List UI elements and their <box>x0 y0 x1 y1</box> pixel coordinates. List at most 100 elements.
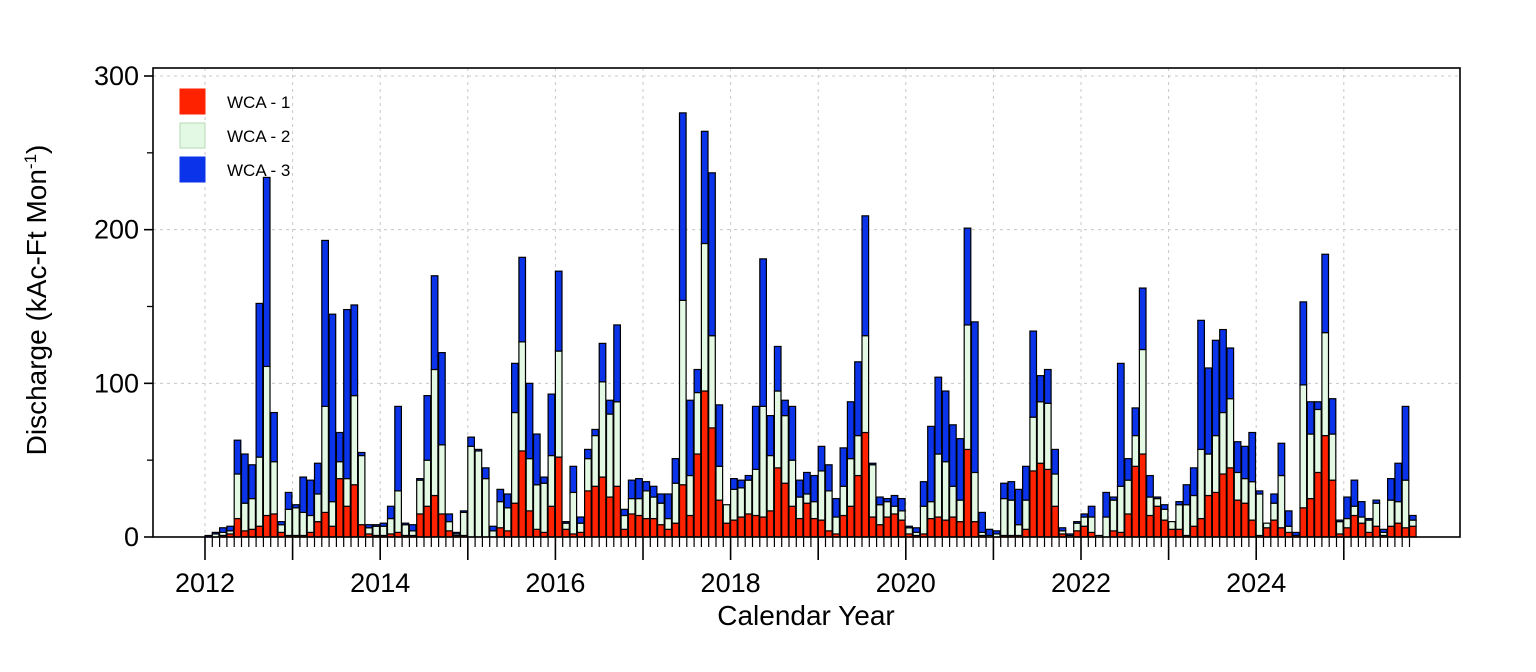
bar-segment-wca-3 <box>394 405 402 492</box>
bar-segment-wca-3 <box>1029 330 1038 418</box>
bar-segment-wca-1 <box>503 530 512 538</box>
bar-segment-wca-3 <box>605 399 614 415</box>
bar-segment-wca-3 <box>372 524 381 527</box>
x-tick-label: 2018 <box>701 568 761 598</box>
bar-segment-wca-3 <box>759 258 767 407</box>
bar-segment-wca-2 <box>1277 474 1286 529</box>
bar-segment-wca-1 <box>897 519 906 538</box>
bar-segment-wca-1 <box>233 517 242 538</box>
bar-segment-wca-3 <box>1270 493 1279 504</box>
bar-segment-wca-3 <box>496 488 505 503</box>
bar-segment-wca-1 <box>240 530 249 538</box>
bar-segment-wca-1 <box>781 482 789 538</box>
bar-segment-wca-3 <box>883 497 892 503</box>
bar-segment-wca-1 <box>496 527 505 538</box>
legend-label: WCA - 1 <box>227 93 290 112</box>
bar-segment-wca-3 <box>890 494 899 507</box>
bar-segment-wca-3 <box>1386 478 1395 501</box>
bar-segment-wca-1 <box>1109 530 1118 538</box>
bar-segment-wca-1 <box>1277 527 1286 538</box>
bar-segment-wca-3 <box>1299 301 1308 386</box>
bar-segment-wca-3 <box>1116 362 1125 487</box>
bar-segment-wca-3 <box>1014 488 1023 526</box>
bar-segment-wca-3 <box>795 479 804 498</box>
bar-segment-wca-2 <box>532 484 541 530</box>
bar-segment-wca-1 <box>788 505 797 538</box>
bar-segment-wca-1 <box>642 517 651 538</box>
y-axis-title-main: Discharge (kAc-Ft Mon <box>21 169 52 455</box>
bar-segment-wca-2 <box>1350 505 1359 517</box>
bar-segment-wca-1 <box>562 528 570 538</box>
bar-segment-wca-2 <box>729 488 738 521</box>
bar-segment-wca-2 <box>1153 497 1162 507</box>
bar-segment-wca-2 <box>722 504 731 524</box>
bar-segment-wca-1 <box>1146 514 1154 538</box>
bar-segment-wca-3 <box>1153 496 1162 500</box>
x-tick-label: 2014 <box>350 568 410 598</box>
bar-segment-wca-1 <box>956 521 965 538</box>
bar-segment-wca-3 <box>1065 533 1074 537</box>
bar-segment-wca-1 <box>649 517 658 538</box>
bar-segment-wca-2 <box>1401 479 1410 529</box>
bar-segment-wca-2 <box>321 405 329 514</box>
bar-segment-wca-2 <box>671 482 680 524</box>
bar-segment-wca-3 <box>678 112 687 301</box>
bar-segment-wca-3 <box>649 485 658 498</box>
bar-segment-wca-3 <box>1379 528 1388 533</box>
bar-segment-wca-3 <box>912 527 921 533</box>
bar-segment-wca-1 <box>708 427 716 538</box>
bar-segment-wca-2 <box>430 368 439 497</box>
bar-segment-wca-1 <box>605 496 614 538</box>
bar-segment-wca-3 <box>963 227 972 326</box>
bar-segment-wca-1 <box>1313 471 1322 538</box>
bar-segment-wca-3 <box>569 465 578 494</box>
bar-segment-wca-2 <box>474 450 483 538</box>
y-axis-title: Discharge (kAc-Ft Mon-1) <box>21 145 52 456</box>
bar-segment-wca-3 <box>1401 405 1410 481</box>
bar-segment-wca-3 <box>481 467 490 480</box>
x-tick-label: 2016 <box>525 568 585 598</box>
bar-segment-wca-1 <box>1248 519 1257 538</box>
bar-segment-wca-3 <box>248 464 257 500</box>
bar-segment-wca-3 <box>591 428 600 437</box>
bar-segment-wca-2 <box>802 493 811 504</box>
bar-segment-wca-1 <box>248 528 257 538</box>
bar-segment-wca-3 <box>810 474 819 503</box>
bar-segment-wca-3 <box>861 215 870 337</box>
bar-segment-wca-3 <box>832 497 840 518</box>
bar-segment-wca-3 <box>1197 319 1206 451</box>
bar-segment-wca-1 <box>868 516 877 538</box>
plot-frame <box>152 67 1461 538</box>
bar-segment-wca-3 <box>306 479 315 517</box>
bar-segment-wca-3 <box>1248 431 1257 483</box>
bar-segment-wca-2 <box>715 465 724 501</box>
bar-segment-wca-2 <box>1000 497 1008 537</box>
x-axis-title: Calendar Year <box>717 600 894 631</box>
bar-segment-wca-1 <box>1233 499 1242 538</box>
bar-segment-wca-3 <box>277 521 286 526</box>
legend-swatch <box>179 88 206 115</box>
bar-segment-wca-1 <box>532 528 541 538</box>
axes: 0 100 200 300 2012 2014 2016 2018 2020 2022 2024 <box>94 61 1411 598</box>
bar-segment-wca-2 <box>905 527 913 535</box>
bar-segment-wca-2 <box>1189 494 1198 527</box>
bar-segment-wca-3 <box>1226 347 1235 400</box>
bar-segment-wca-3 <box>635 478 643 500</box>
bar-segment-wca-2 <box>832 516 840 535</box>
bar-segment-wca-2 <box>591 434 600 487</box>
bar-segment-wca-1 <box>1328 479 1337 538</box>
x-tick-label: 2024 <box>1226 568 1286 598</box>
bar-segment-wca-1 <box>343 505 351 538</box>
bar-segment-wca-1 <box>255 525 264 538</box>
bar-segment-wca-3 <box>642 481 651 492</box>
bar-segment-wca-1 <box>890 513 899 538</box>
bar-segment-wca-3 <box>781 399 789 417</box>
bar-segment-wca-3 <box>1233 441 1242 474</box>
bar-segment-wca-2 <box>292 507 300 537</box>
bar-segment-wca-2 <box>883 501 892 518</box>
bar-segment-wca-3 <box>1087 505 1096 518</box>
bar-segment-wca-2 <box>1255 493 1264 537</box>
bar-segment-wca-2 <box>511 411 519 504</box>
bar-segment-wca-1 <box>1401 527 1410 538</box>
